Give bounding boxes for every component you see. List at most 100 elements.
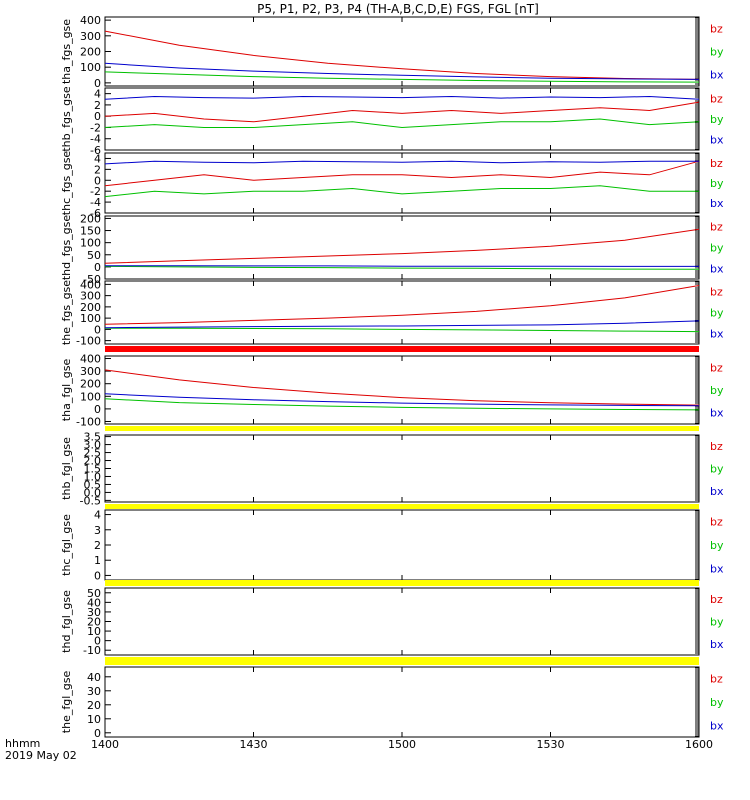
- right-minor-ticks: [695, 216, 699, 278]
- data-availability-bar: [105, 346, 699, 352]
- ytick-label: 1.0: [84, 470, 102, 483]
- ytick-label: -6: [90, 144, 101, 157]
- ytick-label: -2: [90, 121, 101, 134]
- time-axis: hhmm 2019 May 02 1400 1430 1500 1530 1600: [5, 737, 713, 762]
- legend-bx: bx: [710, 197, 724, 210]
- series-bx: [104, 160, 699, 165]
- panel-frame: [104, 215, 700, 280]
- ytick-label: 30: [87, 606, 101, 619]
- ytick-label: 0: [94, 569, 101, 582]
- series-by: [104, 71, 700, 83]
- ytick-label: 0: [94, 261, 101, 274]
- xtick-label: 1430: [240, 738, 268, 751]
- ytick-label: 0: [94, 635, 101, 648]
- ytick-label: 10: [87, 713, 101, 726]
- ytick-label: 4: [94, 509, 101, 522]
- ytick-label: 300: [80, 30, 101, 43]
- ytick-label: -4: [90, 196, 101, 209]
- ytick-label: 100: [80, 61, 101, 74]
- right-minor-ticks: [695, 667, 699, 737]
- ylabel-tha_fgs_gse: tha_fgs_gse: [60, 19, 73, 84]
- right-minor-ticks: [695, 588, 699, 654]
- legend-bx: bx: [710, 407, 724, 420]
- legend-bz: bz: [710, 92, 723, 105]
- legend-bx: bx: [710, 485, 724, 498]
- legend-by: by: [710, 242, 724, 255]
- legend-by: by: [710, 384, 724, 397]
- ylabel-thc_fgs_gse: thc_fgs_gse: [60, 151, 73, 216]
- xtick-label: 1500: [388, 738, 416, 751]
- xtick-label: 1400: [91, 738, 119, 751]
- ylabel-thd_fgs_gse: thd_fgs_gse: [60, 215, 73, 281]
- data-availability-bar: [105, 504, 699, 509]
- legend-bz: bz: [710, 157, 723, 170]
- ytick-label: 100: [80, 237, 101, 250]
- data-availability-bar: [105, 426, 699, 431]
- ytick-label: 100: [80, 390, 101, 403]
- xtick-label: 1530: [537, 738, 565, 751]
- ytick-label: 10: [87, 625, 101, 638]
- ytick-label: 2.0: [84, 455, 102, 468]
- series-bz: [104, 30, 700, 80]
- ytick-label: -6: [90, 207, 101, 220]
- legend-by: by: [710, 463, 724, 476]
- series-bz: [104, 101, 700, 123]
- panel-tha_fgs_gse: 0 100 200 300 400 tha_fgs_gse bz by bx: [60, 14, 724, 90]
- ytick-label: 300: [80, 290, 101, 303]
- ytick-label: 0: [94, 174, 101, 187]
- ytick-label: 1: [94, 554, 101, 567]
- right-minor-ticks: [695, 435, 699, 501]
- ytick-label: -100: [76, 335, 101, 348]
- ylabel-tha_fgl_gse: tha_fgl_gse: [60, 359, 73, 422]
- ytick-label: 2: [94, 539, 101, 552]
- series-bz: [104, 160, 700, 187]
- ytick-label: 2: [94, 99, 101, 112]
- right-minor-ticks: [695, 510, 699, 580]
- ytick-label: 2.5: [84, 447, 102, 460]
- legend-bz: bz: [710, 286, 723, 299]
- ytick-label: 300: [80, 365, 101, 378]
- series-bz: [104, 228, 700, 264]
- ylabel-the_fgs_gse: the_fgs_gse: [60, 280, 73, 345]
- legend-bz: bz: [710, 516, 723, 529]
- ytick-label: -10: [83, 644, 101, 657]
- ytick-label: 2: [94, 163, 101, 176]
- panel-frame: [104, 355, 700, 425]
- ytick-label: -2: [90, 185, 101, 198]
- series-by: [104, 398, 700, 411]
- ytick-label: 40: [87, 671, 101, 684]
- legend-by: by: [710, 113, 724, 126]
- ytick-label: -50: [83, 273, 101, 286]
- ytick-label: -0.5: [80, 494, 101, 507]
- ytick-label: 50: [87, 249, 101, 262]
- ytick-label: 40: [87, 596, 101, 609]
- ytick-label: 0: [94, 110, 101, 123]
- ytick-label: 3: [94, 524, 101, 537]
- ytick-label: 200: [80, 301, 101, 314]
- panel-frame: [104, 434, 700, 503]
- series-bx: [104, 393, 700, 407]
- panel-frame: [104, 280, 700, 345]
- legend-bz: bz: [710, 673, 723, 686]
- series-bx: [104, 95, 700, 100]
- series-bx: [105, 265, 699, 267]
- series-by: [105, 327, 700, 333]
- right-minor-ticks: [695, 356, 699, 424]
- ytick-label: 1.5: [84, 463, 102, 476]
- ylabel-thb_fgl_gse: thb_fgl_gse: [60, 437, 73, 500]
- panel-frame: [104, 509, 700, 581]
- series-bx: [104, 62, 700, 80]
- legend-by: by: [710, 616, 724, 629]
- data-availability-bar: [105, 580, 699, 586]
- series-by: [104, 185, 699, 198]
- ytick-label: -4: [90, 133, 101, 146]
- ytick-label: 0: [94, 77, 101, 90]
- legend-bz: bz: [710, 221, 723, 234]
- legend-bx: bx: [710, 562, 724, 575]
- right-minor-ticks: [695, 281, 699, 343]
- legend-bz: bz: [710, 361, 723, 374]
